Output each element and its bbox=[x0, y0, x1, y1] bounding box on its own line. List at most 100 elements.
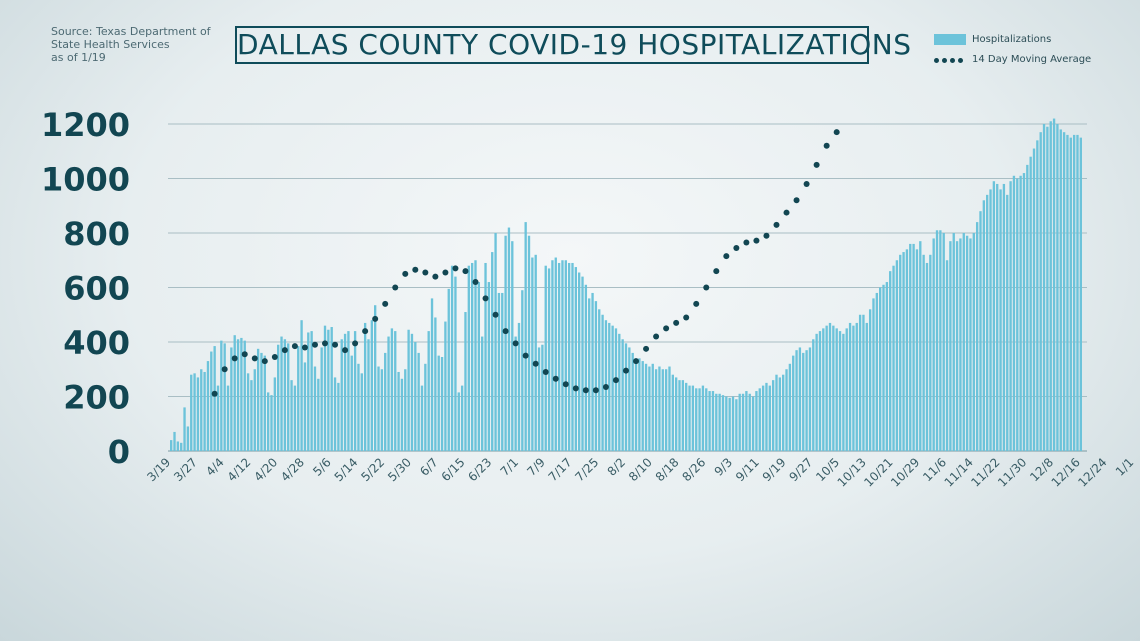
x-tick-label: 9/3 bbox=[712, 455, 736, 479]
bar bbox=[447, 288, 450, 451]
bar bbox=[1046, 126, 1049, 451]
bar bbox=[203, 371, 206, 451]
y-tick-label: 1000 bbox=[41, 161, 130, 199]
bar bbox=[671, 374, 674, 451]
bar bbox=[882, 284, 885, 451]
bar bbox=[460, 385, 464, 451]
bar bbox=[260, 352, 263, 451]
moving-average-point bbox=[572, 385, 579, 392]
bar bbox=[674, 377, 678, 451]
bar bbox=[922, 254, 925, 451]
bar bbox=[641, 361, 644, 451]
bar bbox=[183, 407, 186, 451]
bar bbox=[481, 336, 484, 451]
bar bbox=[330, 327, 333, 451]
bar bbox=[785, 369, 788, 451]
bar bbox=[594, 301, 598, 451]
moving-average-point bbox=[412, 266, 419, 273]
moving-average-point bbox=[542, 368, 549, 375]
bar bbox=[404, 369, 407, 451]
x-tick-label: 8/26 bbox=[679, 455, 708, 484]
bar bbox=[899, 254, 902, 451]
bar bbox=[614, 328, 618, 451]
bar bbox=[959, 238, 962, 451]
bar bbox=[414, 342, 417, 451]
moving-average-point bbox=[522, 352, 529, 359]
bar bbox=[213, 346, 216, 451]
bar bbox=[825, 325, 828, 451]
bar bbox=[611, 325, 614, 451]
bar bbox=[343, 333, 347, 451]
bar bbox=[387, 336, 390, 451]
bar bbox=[380, 369, 384, 451]
bar bbox=[340, 339, 343, 451]
y-tick-label: 0 bbox=[108, 433, 130, 471]
moving-average-point bbox=[311, 341, 318, 348]
x-tick-label: 10/29 bbox=[888, 455, 922, 489]
bar bbox=[240, 337, 243, 451]
moving-average-point bbox=[362, 328, 369, 335]
moving-average-point bbox=[231, 355, 238, 362]
moving-average-point bbox=[733, 244, 740, 251]
bar bbox=[170, 440, 173, 451]
moving-average-point bbox=[281, 347, 288, 354]
bar bbox=[410, 333, 414, 451]
bar bbox=[574, 267, 578, 451]
x-tick-label: 1/1 bbox=[1113, 455, 1137, 479]
x-tick-label: 9/11 bbox=[733, 455, 762, 484]
moving-average-point bbox=[562, 381, 569, 388]
bar bbox=[554, 257, 557, 451]
bar bbox=[270, 395, 273, 451]
bar bbox=[935, 230, 939, 451]
bar bbox=[628, 347, 631, 451]
bar bbox=[681, 380, 685, 451]
bar bbox=[564, 260, 567, 451]
bar bbox=[1022, 173, 1026, 452]
bar bbox=[808, 347, 812, 451]
bar bbox=[741, 393, 745, 451]
bar bbox=[320, 347, 323, 451]
bar bbox=[945, 260, 949, 451]
moving-average-point bbox=[402, 270, 409, 277]
moving-average-point bbox=[452, 265, 459, 272]
bar bbox=[932, 238, 935, 451]
bar bbox=[434, 317, 437, 451]
bar bbox=[644, 363, 648, 451]
bar bbox=[584, 284, 588, 451]
x-tick-label: 6/7 bbox=[417, 455, 441, 479]
bar bbox=[280, 336, 283, 451]
y-tick-label: 600 bbox=[63, 270, 130, 308]
moving-average-point bbox=[392, 284, 399, 291]
bar bbox=[444, 321, 447, 451]
bar bbox=[909, 243, 912, 451]
bar bbox=[942, 233, 945, 451]
bar bbox=[374, 305, 377, 451]
bar bbox=[494, 233, 497, 451]
bar bbox=[715, 393, 718, 451]
bar bbox=[708, 391, 711, 451]
x-tick-label: 5/6 bbox=[310, 455, 334, 479]
bar bbox=[664, 369, 668, 451]
legend-dots-swatch bbox=[934, 54, 966, 64]
bar bbox=[430, 298, 434, 451]
bar bbox=[745, 391, 748, 451]
bar bbox=[186, 426, 190, 451]
moving-average-point bbox=[753, 237, 760, 244]
bar bbox=[705, 388, 708, 451]
moving-average-point bbox=[763, 232, 770, 239]
legend: Hospitalizations 14 Day Moving Average bbox=[934, 29, 1091, 69]
moving-average-point bbox=[673, 319, 680, 326]
bar bbox=[1052, 118, 1056, 452]
bar bbox=[638, 358, 641, 451]
bar bbox=[651, 363, 654, 451]
bar bbox=[1042, 124, 1046, 451]
bar bbox=[751, 396, 755, 451]
bar bbox=[360, 373, 363, 451]
bar bbox=[812, 339, 815, 451]
bar bbox=[738, 393, 741, 451]
bar bbox=[283, 339, 287, 451]
bar bbox=[661, 369, 664, 451]
moving-average-point bbox=[602, 383, 609, 390]
bar bbox=[357, 363, 360, 451]
moving-average-point bbox=[653, 333, 660, 340]
